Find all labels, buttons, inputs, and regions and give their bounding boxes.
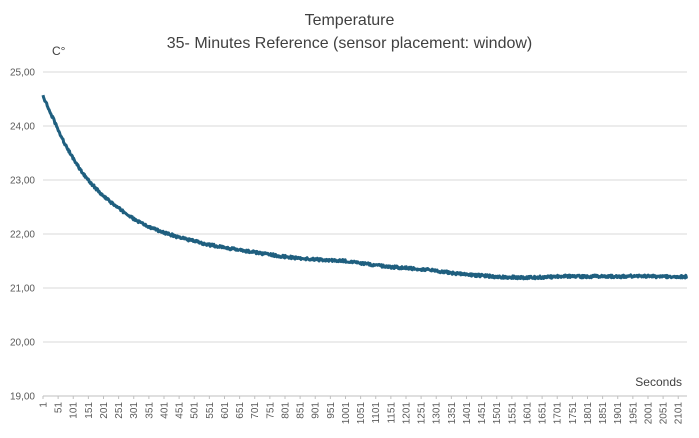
series-line xyxy=(41,94,689,281)
x-tick-label: 1951 xyxy=(628,402,639,425)
x-tick-label: 951 xyxy=(326,402,337,419)
x-tick-label: 2001 xyxy=(643,402,654,425)
x-tick-label: 251 xyxy=(114,402,125,419)
x-tick-label: 701 xyxy=(250,402,261,419)
chart-subtitle: 35- Minutes Reference (sensor placement:… xyxy=(166,35,533,52)
x-tick-label: 1651 xyxy=(538,402,549,425)
x-tick-label: 1551 xyxy=(507,402,518,425)
gridlines xyxy=(43,71,687,397)
x-tick-label: 1351 xyxy=(447,402,458,425)
x-tick-label: 1151 xyxy=(386,402,397,424)
x-tick-label: 1101 xyxy=(371,402,382,424)
x-tick-label: 751 xyxy=(265,402,276,419)
x-tick-label: 101 xyxy=(69,402,80,419)
x-tick-label: 1601 xyxy=(522,402,533,425)
x-tick-label: 501 xyxy=(190,402,201,419)
x-tick-label: 601 xyxy=(220,402,231,419)
x-tick-label: 451 xyxy=(175,402,186,419)
x-tick-labels: 1 51 101 151 201 251 301 351 401 451 501 551 601 651 7… xyxy=(39,396,685,424)
x-tick-label: 201 xyxy=(99,402,110,419)
x-tick-label: 2051 xyxy=(659,402,670,425)
x-tick-label: 1001 xyxy=(341,402,352,425)
chart-title: Temperature xyxy=(304,12,395,29)
x-tick-label: 901 xyxy=(311,402,322,419)
y-axis-label: C° xyxy=(52,44,66,58)
x-tick-label: 151 xyxy=(84,402,95,419)
y-tick-label: 23,00 xyxy=(10,176,35,187)
y-tick-label: 24,00 xyxy=(10,122,35,133)
x-tick-label: 1701 xyxy=(553,402,564,425)
x-tick-label: 851 xyxy=(296,402,307,419)
y-tick-label: 25,00 xyxy=(10,68,35,79)
x-tick-label: 2101 xyxy=(674,402,685,425)
x-tick-label: 1201 xyxy=(401,402,412,425)
x-tick-label: 351 xyxy=(144,402,155,419)
x-tick-label: 551 xyxy=(205,402,216,419)
y-tick-label: 21,00 xyxy=(10,284,35,295)
x-axis-label: Seconds xyxy=(635,375,682,389)
x-tick-label: 1751 xyxy=(568,402,579,425)
x-tick-label: 1251 xyxy=(417,402,428,425)
x-tick-label: 1801 xyxy=(583,402,594,425)
x-tick-label: 651 xyxy=(235,402,246,419)
x-tick-label: 801 xyxy=(280,402,291,419)
series-group xyxy=(41,94,689,281)
x-tick-label: 1901 xyxy=(613,402,624,425)
x-tick-label: 1051 xyxy=(356,402,367,425)
x-tick-label: 401 xyxy=(159,402,170,419)
x-tick-label: 1851 xyxy=(598,402,609,425)
x-tick-label: 1301 xyxy=(432,402,443,425)
x-tick-label: 1401 xyxy=(462,402,473,425)
y-tick-label: 22,00 xyxy=(10,230,35,241)
y-tick-label: 20,00 xyxy=(10,338,35,349)
y-tick-labels: 19,00 20,00 21,00 22,00 23,00 24,00 25,00 xyxy=(10,68,35,403)
x-tick-label: 1451 xyxy=(477,402,488,425)
x-tick-label: 1 xyxy=(39,402,50,408)
x-tick-label: 301 xyxy=(129,402,140,419)
x-tick-label: 1501 xyxy=(492,402,503,425)
y-tick-label: 19,00 xyxy=(10,392,35,403)
x-tick-label: 51 xyxy=(54,402,65,414)
